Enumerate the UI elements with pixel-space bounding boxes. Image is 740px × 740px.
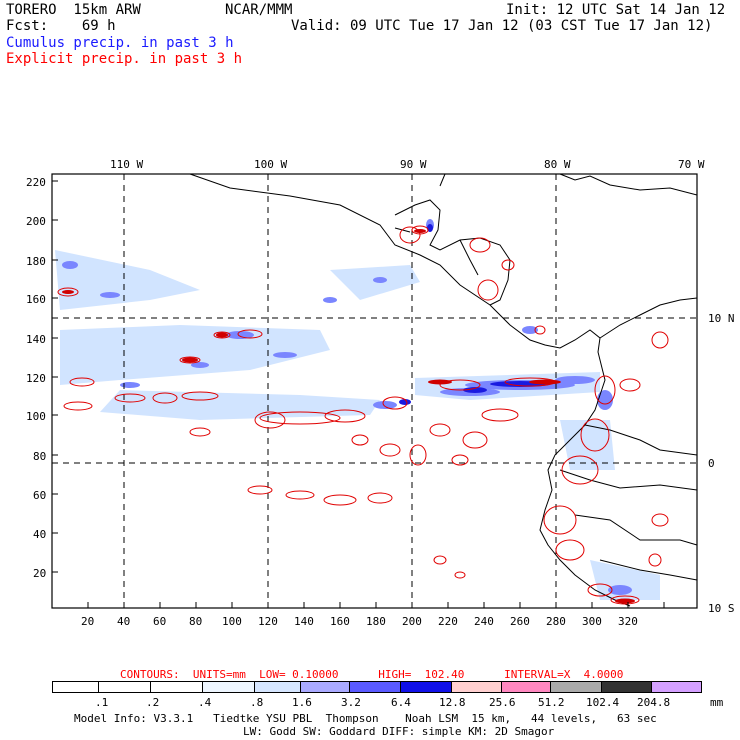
legend-swatch (501, 681, 551, 693)
legend-swatch (254, 681, 301, 693)
y-tick: 220 (26, 176, 46, 189)
legend-label: .8 (250, 696, 264, 709)
lon-label-80w: 80 W (544, 158, 571, 171)
y-tick: 80 (33, 450, 47, 463)
forecast-hour: Fcst: 69 h (6, 18, 116, 34)
lon-label-90w: 90 W (400, 158, 427, 171)
legend-label: .4 (198, 696, 212, 709)
x-tick: 20 (81, 615, 95, 628)
x-tick: 160 (330, 615, 350, 628)
x-tick: 120 (258, 615, 278, 628)
tick-marks (52, 180, 665, 608)
legend-label: .2 (146, 696, 160, 709)
legend-label: 51.2 (538, 696, 565, 709)
x-tick: 180 (366, 615, 386, 628)
legend-label: 6.4 (391, 696, 411, 709)
physics-info: LW: Godd SW: Goddard DIFF: simple KM: 2D… (243, 725, 555, 738)
model-title: TORERO 15km ARW (6, 2, 141, 18)
x-tick: 140 (294, 615, 314, 628)
y-tick: 100 (26, 410, 46, 423)
explicit-cores (62, 229, 635, 604)
lon-label-70w: 70 W (678, 158, 705, 171)
legend-swatch (651, 681, 702, 693)
y-tick: 200 (26, 215, 46, 228)
x-tick: 280 (546, 615, 566, 628)
explicit-contours (57, 225, 669, 605)
lat-label-10n: 10 N (708, 312, 735, 325)
legend-swatch (202, 681, 255, 693)
y-tick: 120 (26, 372, 46, 385)
x-tick: 200 (402, 615, 422, 628)
y-tick: 40 (33, 528, 47, 541)
y-tick: 60 (33, 489, 47, 502)
legend-swatch (300, 681, 350, 693)
legend-label: 3.2 (341, 696, 361, 709)
y-tick: 140 (26, 333, 46, 346)
x-tick: 100 (222, 615, 242, 628)
legend-swatch (349, 681, 401, 693)
legend-swatch (52, 681, 99, 693)
legend-label: 1.6 (292, 696, 312, 709)
lat-label-10s: 10 S (708, 602, 735, 615)
lat-lon-grid (52, 174, 697, 608)
explicit-legend: Explicit precip. in past 3 h (6, 51, 243, 67)
legend-swatch (601, 681, 652, 693)
legend-label: 204.8 (637, 696, 671, 709)
y-tick: 20 (33, 567, 47, 580)
x-tick: 320 (618, 615, 638, 628)
legend-swatch (98, 681, 151, 693)
lat-label-0: 0 (708, 457, 715, 470)
legend-swatch (400, 681, 452, 693)
legend-label: 25.6 (489, 696, 516, 709)
legend-unit: mm (710, 696, 724, 709)
legend-label: 12.8 (439, 696, 466, 709)
x-tick: 260 (510, 615, 530, 628)
legend-label: .1 (95, 696, 109, 709)
legend-label: 102.4 (586, 696, 620, 709)
lon-label-110w: 110 W (110, 158, 144, 171)
x-tick: 240 (474, 615, 494, 628)
x-tick: 300 (582, 615, 602, 628)
model-info: Model Info: V3.3.1 Tiedtke YSU PBL Thomp… (74, 712, 657, 725)
org-label: NCAR/MMM (225, 2, 293, 18)
lon-label-100w: 100 W (254, 158, 288, 171)
legend-swatch (451, 681, 502, 693)
legend-swatch (550, 681, 602, 693)
y-tick: 180 (26, 255, 46, 268)
contour-info: CONTOURS: UNITS=mm LOW= 0.10000 HIGH= 10… (120, 668, 624, 681)
x-tick: 80 (189, 615, 203, 628)
y-tick: 160 (26, 293, 46, 306)
init-time: Init: 12 UTC Sat 14 Jan 12 (506, 2, 726, 18)
legend-swatch (150, 681, 203, 693)
cumulus-legend: Cumulus precip. in past 3 h (6, 35, 234, 51)
x-tick: 40 (117, 615, 131, 628)
valid-time: Valid: 09 UTC Tue 17 Jan 12 (03 CST Tue … (291, 18, 713, 34)
x-tick: 60 (153, 615, 167, 628)
x-tick: 220 (438, 615, 458, 628)
